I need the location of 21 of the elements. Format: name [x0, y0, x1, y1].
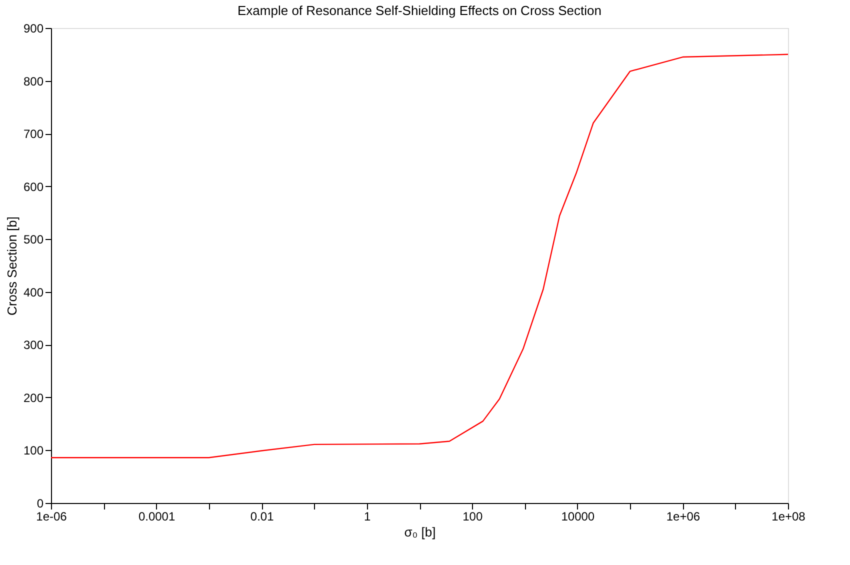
x-tick-label: 0.0001 [138, 510, 176, 524]
x-tick-label: 1 [364, 510, 372, 524]
y-tick-label: 300 [23, 338, 44, 352]
x-tick-label: 1e+06 [666, 510, 700, 524]
y-tick-label: 800 [23, 74, 44, 88]
y-tick-label: 400 [23, 285, 44, 300]
y-tick-label: 600 [23, 180, 44, 194]
x-tick-label: 10000 [561, 510, 595, 524]
x-tick-label: 100 [462, 510, 483, 524]
y-tick-label: 500 [23, 232, 44, 247]
x-tick-label: 1e-06 [36, 510, 68, 524]
y-tick-label: 0 [36, 496, 44, 510]
x-tick-label: 0.01 [250, 510, 274, 524]
chart-title: Example of Resonance Self-Shielding Effects on Cross Section [238, 3, 602, 18]
x-tick-label: 1e+08 [772, 510, 806, 524]
y-tick-label: 200 [23, 390, 44, 405]
y-tick-label: 900 [23, 22, 44, 36]
y-tick-label: 100 [23, 444, 44, 458]
y-tick-label: 700 [23, 127, 44, 142]
x-axis-title: σ₀ [b] [404, 524, 436, 540]
y-axis-title: Cross Section [b] [4, 216, 20, 316]
